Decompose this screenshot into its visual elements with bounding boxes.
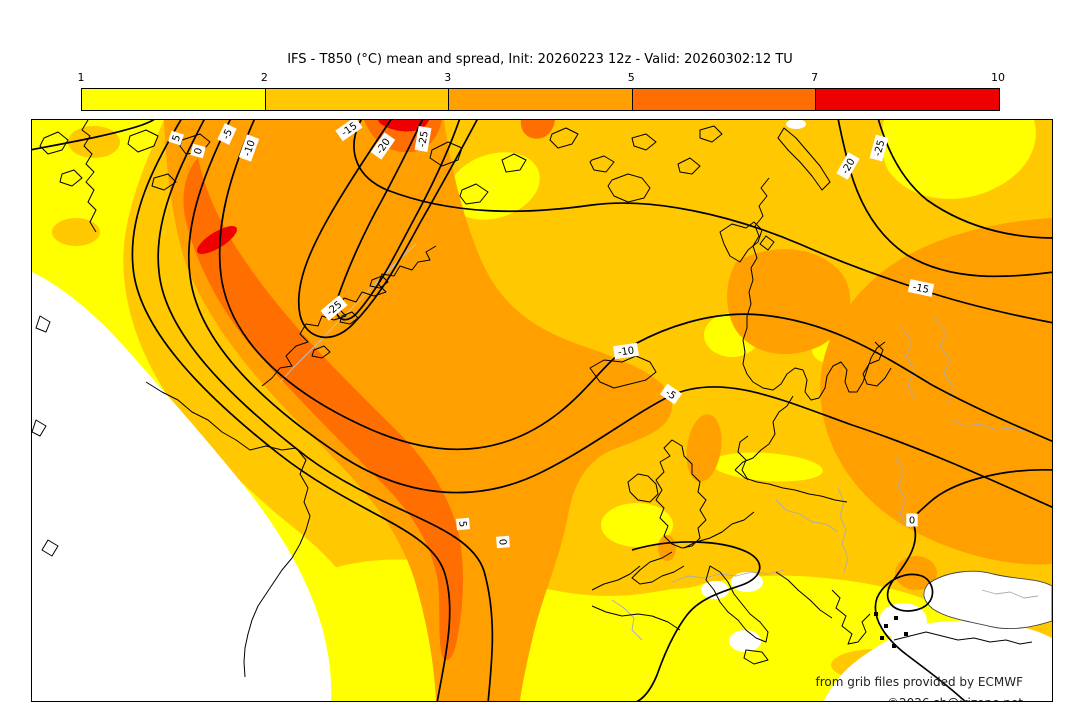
spread-orange-regions: [164, 120, 1052, 701]
contour-label: -25: [414, 125, 432, 153]
colorbar-tick-1: 1: [77, 71, 85, 84]
contour-label: -10: [613, 342, 639, 360]
svg-text:-15: -15: [912, 282, 930, 296]
colorbar-tick-7: 7: [811, 71, 819, 84]
temperature-contours: [32, 120, 1052, 701]
svg-text:-5: -5: [221, 128, 235, 142]
svg-text:5: 5: [171, 134, 183, 143]
svg-text:-10: -10: [242, 139, 258, 158]
contour-0deg-alps: [631, 541, 761, 701]
attribution-source: from grib files provided by ECMWF: [815, 675, 1023, 689]
contour-label: -5: [217, 123, 237, 145]
colorbar-segment-2: [449, 89, 633, 110]
contour-m10deg: [218, 120, 1052, 451]
contour-label: -5: [659, 383, 683, 405]
colorbar-segment-3: [632, 89, 817, 110]
svg-text:-25: -25: [873, 139, 888, 158]
contour-label: 0: [496, 535, 510, 549]
svg-text:0: 0: [909, 516, 915, 527]
colorbar-tick-5: 5: [627, 71, 635, 84]
contour-label: -15: [907, 279, 935, 297]
contour-0deg: [157, 120, 494, 701]
contour-label: 0: [190, 143, 206, 159]
contour-label: -10: [238, 134, 260, 162]
colorbar-tick-10: 10: [991, 71, 1005, 84]
contour-10deg: [32, 120, 155, 151]
contour-label: -25: [869, 134, 889, 162]
contour-m25deg-east: [877, 120, 1052, 239]
contour-0deg-blacksea: [874, 468, 1052, 701]
svg-text:5: 5: [456, 520, 468, 527]
colorbar-segment-1: [265, 89, 450, 110]
colorbar-segment-0: [82, 89, 266, 110]
spread-red-regions: [197, 120, 429, 254]
contour-label: 5: [456, 517, 470, 531]
colorbar: [81, 88, 1000, 111]
attribution: from grib files provided by ECMWF ©2026 …: [815, 675, 1023, 701]
contour-m5deg: [187, 120, 1052, 509]
svg-text:0: 0: [193, 147, 205, 156]
map-frame: 5 0 -5 -10 -15 -20 -25 -25 -25 -20 -15 -10 -5 5 0 0 fro…: [31, 119, 1053, 702]
contour-5deg: [131, 120, 451, 701]
contour-label: 5: [168, 130, 184, 146]
attribution-copyright: ©2026 sb@irizone.net: [887, 696, 1023, 701]
colorbar-tick-2: 2: [260, 71, 268, 84]
svg-text:-10: -10: [617, 345, 635, 358]
contour-m20deg-west: [297, 120, 478, 339]
svg-text:-25: -25: [417, 130, 431, 148]
spread-below-min-regions: [32, 120, 1052, 701]
contour-label: 0: [906, 513, 918, 527]
spread-fill-regions: [32, 120, 1052, 701]
black-sea-region: [923, 570, 1052, 630]
map-title: IFS - T850 (°C) mean and spread, Init: 2…: [287, 52, 793, 67]
svg-text:0: 0: [496, 538, 508, 545]
colorbar-segment-4: [816, 89, 999, 110]
colorbar-tick-3: 3: [444, 71, 452, 84]
contour-m25deg-west: [335, 120, 461, 321]
